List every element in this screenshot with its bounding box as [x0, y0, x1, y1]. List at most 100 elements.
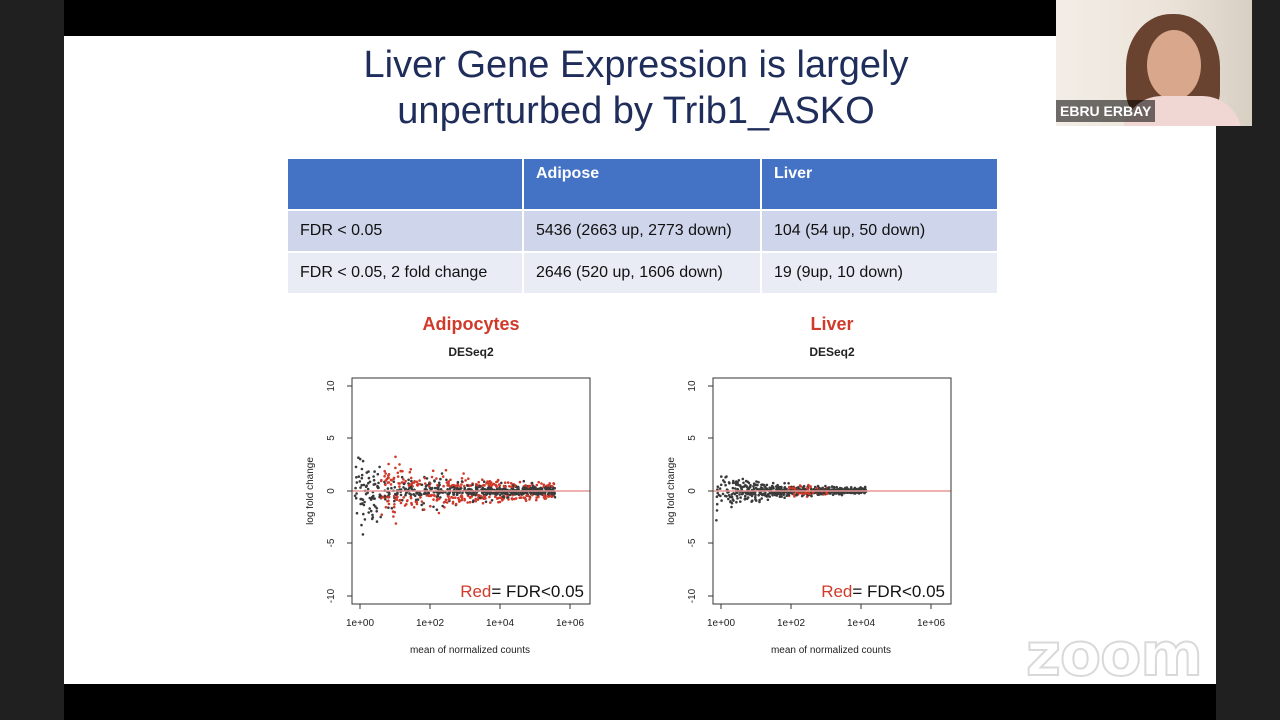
scatter-point [390, 486, 393, 490]
scatter-point [448, 497, 451, 501]
scatter-point [366, 487, 370, 491]
scatter-point [826, 487, 830, 490]
scatter-point [360, 483, 363, 487]
scatter-point [435, 508, 439, 511]
scatter-point [741, 491, 745, 494]
scatter-point [388, 492, 391, 496]
scatter-point [828, 492, 831, 495]
scatter-point [378, 465, 381, 469]
participant-face [1147, 30, 1201, 100]
scatter-point [369, 509, 373, 513]
scatter-point [547, 492, 550, 496]
scatter-point [436, 494, 440, 498]
scatter-point [354, 486, 357, 490]
scatter-point [754, 495, 757, 499]
participant-video[interactable]: EBRU ERBAY [1056, 0, 1252, 126]
scatter-point [743, 497, 747, 501]
scatter-point [472, 499, 475, 502]
scatter-point [814, 491, 817, 494]
y-tick-label: -5 [326, 538, 337, 547]
scatter-point [500, 481, 503, 485]
scatter-point [544, 497, 548, 500]
scatter-point [387, 481, 391, 484]
scatter-point [542, 496, 546, 499]
scatter-point [410, 501, 413, 505]
slide-title: Liver Gene Expression is largely unpertu… [64, 42, 1208, 134]
scatter-point [418, 479, 421, 482]
scatter-point [725, 495, 728, 498]
table-header-cell: Adipose [523, 159, 762, 210]
scatter-point [756, 483, 759, 487]
scatter-point [511, 492, 515, 495]
scatter-point [721, 492, 725, 496]
scatter-point [719, 483, 723, 487]
scatter-point [392, 494, 396, 498]
scatter-point [807, 492, 810, 495]
scatter-point [835, 485, 838, 489]
scatter-point [380, 496, 383, 500]
scatter-points [353, 455, 557, 536]
scatter-point [529, 486, 532, 490]
scatter-point [739, 484, 742, 487]
scatter-point [474, 487, 478, 491]
zoom-watermark: zoom [1025, 620, 1204, 690]
scatter-point [412, 493, 415, 496]
y-tick-label: 0 [687, 488, 698, 494]
scatter-point [415, 491, 418, 495]
scatter-point [384, 505, 388, 509]
scatter-point [758, 498, 761, 502]
scatter-point [793, 495, 796, 498]
scatter-point [376, 472, 380, 476]
scatter-point [407, 478, 410, 482]
scatter-point [793, 487, 797, 490]
scatter-point [470, 493, 474, 496]
scatter-point [853, 487, 856, 490]
scatter-point [466, 484, 469, 487]
shared-slide: Liver Gene Expression is largely unpertu… [64, 36, 1216, 684]
scatter-point [715, 495, 719, 498]
scatter-point [367, 481, 370, 485]
scatter-point [399, 469, 402, 473]
scatter-point [366, 491, 369, 494]
scatter-point [424, 492, 427, 495]
plot-title: Adipocytes [422, 314, 520, 334]
scatter-point [415, 500, 419, 504]
scatter-point [362, 512, 365, 516]
scatter-point [800, 491, 803, 495]
scatter-point [455, 493, 459, 497]
scatter-point [460, 495, 464, 498]
scatter-point [430, 486, 434, 490]
scatter-point [485, 482, 488, 485]
scatter-point [360, 502, 364, 505]
scatter-point [450, 495, 453, 499]
scatter-point [462, 472, 465, 475]
y-axis-label: log fold change [306, 457, 316, 525]
scatter-point [845, 486, 849, 489]
scatter-point [468, 500, 472, 504]
scatter-point [731, 481, 735, 485]
scatter-point [392, 505, 396, 509]
scatter-point [437, 497, 441, 501]
scatter-point [807, 483, 810, 487]
scatter-point [834, 491, 837, 494]
scatter-point [460, 477, 464, 480]
scatter-point [788, 486, 792, 490]
scatter-point [438, 491, 441, 495]
scatter-point [360, 467, 364, 471]
y-tick-label: 5 [687, 435, 698, 441]
scatter-point [451, 502, 455, 505]
scatter-point [481, 478, 484, 481]
scatter-point [809, 485, 812, 488]
y-axis [708, 385, 714, 597]
scatter-point [489, 481, 493, 484]
y-tick-label: -5 [687, 538, 698, 547]
scatter-point [537, 495, 540, 499]
scatter-point [727, 497, 730, 501]
x-tick-label: 1e+02 [777, 618, 806, 629]
scatter-point [359, 486, 362, 489]
scatter-point [398, 498, 402, 502]
scatter-point [495, 485, 498, 488]
scatter-point [402, 478, 405, 481]
scatter-point [364, 485, 368, 488]
plot-subtitle: DESeq2 [448, 345, 494, 359]
